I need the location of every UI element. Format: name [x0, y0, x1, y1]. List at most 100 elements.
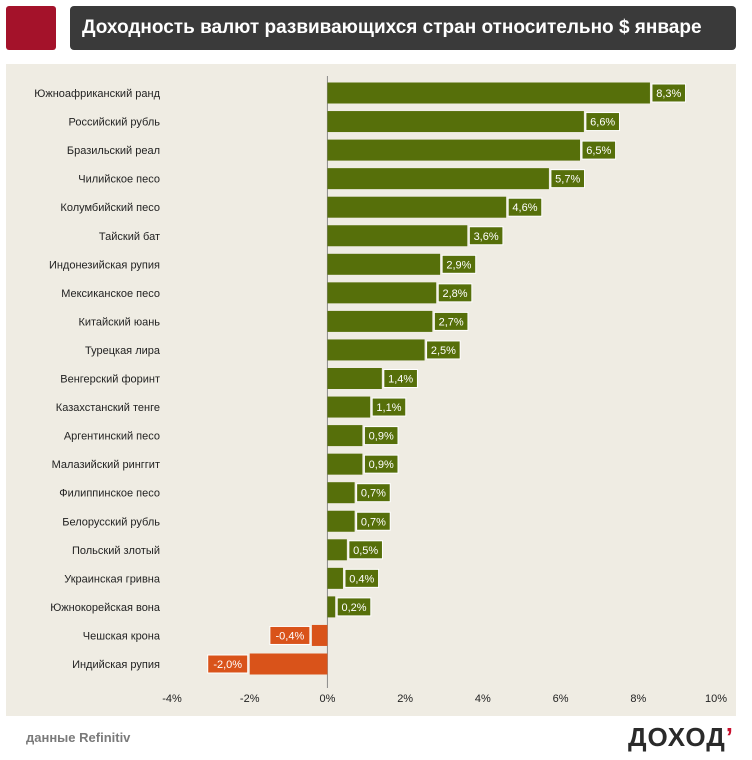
- bar: [327, 396, 371, 418]
- data-label: 2,7%: [439, 316, 464, 328]
- data-label: 6,6%: [590, 117, 615, 129]
- bar: [327, 425, 363, 447]
- x-tick-label: 10%: [705, 693, 727, 705]
- x-tick-label: 0%: [319, 693, 335, 705]
- bar: [327, 567, 343, 589]
- category-label: Чилийское песо: [78, 174, 160, 186]
- x-tick-label: 8%: [630, 693, 646, 705]
- category-label: Российский рубль: [69, 117, 161, 129]
- category-label: Индонезийская рупия: [49, 259, 160, 271]
- category-label: Малазийский ринггит: [52, 459, 160, 471]
- data-label: 1,1%: [376, 402, 401, 414]
- data-label: 2,8%: [442, 288, 467, 300]
- category-label: Польский злотый: [72, 545, 160, 557]
- bar: [327, 168, 549, 190]
- data-label-box: [507, 197, 543, 217]
- category-label: Мексиканское песо: [61, 288, 160, 300]
- bar: [327, 111, 584, 133]
- x-tick-label: 4%: [475, 693, 491, 705]
- category-label: Турецкая лира: [85, 345, 161, 357]
- bar: [311, 624, 328, 646]
- data-label: 1,4%: [388, 374, 413, 386]
- publisher-logo: ДОХОД’: [628, 722, 734, 753]
- data-label: 6,5%: [586, 145, 611, 157]
- data-label: 0,4%: [349, 573, 374, 585]
- bar: [327, 453, 363, 475]
- bar: [327, 310, 433, 332]
- bar: [327, 596, 336, 618]
- data-label: 5,7%: [555, 174, 580, 186]
- category-label: Колумбийский песо: [60, 202, 160, 214]
- bar-chart: Южноафриканский ранд 8,3% Российский рубль…: [34, 76, 727, 705]
- category-label: Чешская крона: [83, 630, 161, 642]
- data-label: -2,0%: [213, 659, 242, 671]
- data-label-box: [651, 83, 687, 103]
- category-label: Филиппинское песо: [59, 488, 160, 500]
- bar: [327, 139, 580, 161]
- category-label: Белорусский рубль: [62, 516, 160, 528]
- data-label-box: [468, 226, 504, 246]
- data-label-box: [441, 254, 477, 274]
- category-label: Казахстанский тенге: [56, 402, 160, 414]
- bar: [327, 253, 441, 275]
- data-label-box: [433, 311, 469, 331]
- data-label: 8,3%: [656, 88, 681, 100]
- data-label: 0,9%: [369, 459, 394, 471]
- category-label: Китайский юань: [78, 316, 160, 328]
- data-label-box: [585, 112, 620, 132]
- data-label-box: [426, 340, 461, 360]
- data-label: 0,9%: [369, 431, 394, 443]
- chart-panel: Южноафриканский ранд 8,3% Российский рубль…: [6, 64, 736, 716]
- data-label: 2,9%: [446, 259, 471, 271]
- data-label-box: [363, 454, 399, 474]
- data-source: данные Refinitiv: [26, 730, 131, 745]
- data-label: 0,7%: [361, 488, 386, 500]
- data-label: 0,7%: [361, 516, 386, 528]
- data-label-box: [356, 483, 391, 503]
- bar: [327, 368, 382, 389]
- category-label: Южноафриканский ранд: [34, 88, 160, 100]
- data-label: 2,5%: [431, 345, 456, 357]
- bar: [327, 225, 468, 247]
- category-label: Аргентинский песо: [64, 431, 160, 443]
- x-tick-label: 6%: [553, 693, 569, 705]
- data-label-box: [356, 511, 391, 531]
- data-label: 3,6%: [474, 231, 499, 243]
- logo-accent: ’: [725, 722, 734, 752]
- x-tick-label: -2%: [240, 693, 260, 705]
- bar: [249, 653, 328, 675]
- bar: [327, 539, 347, 561]
- bar: [327, 510, 355, 532]
- data-label-box: [371, 397, 407, 417]
- logo-text: ДОХОД: [627, 722, 726, 752]
- data-label-box: [437, 283, 473, 303]
- data-label-box: [550, 169, 586, 189]
- category-label: Южнокорейская вона: [50, 602, 161, 614]
- data-label-box: [344, 568, 380, 588]
- category-label: Бразильский реал: [67, 145, 160, 157]
- category-label: Тайский бат: [99, 231, 160, 243]
- data-label: -0,4%: [276, 630, 305, 642]
- category-label: Венгерский форинт: [60, 374, 160, 386]
- bar: [327, 339, 425, 361]
- category-label: Украинская гривна: [64, 573, 161, 585]
- chart-title: Доходность валют развивающихся стран отн…: [82, 17, 702, 38]
- data-label: 0,5%: [353, 545, 378, 557]
- data-label-box: [348, 540, 383, 560]
- bar: [327, 482, 355, 504]
- data-label-box: [269, 625, 311, 645]
- data-label-box: [363, 426, 399, 446]
- data-label: 4,6%: [512, 202, 537, 214]
- x-tick-label: -4%: [162, 693, 182, 705]
- bar: [327, 282, 437, 304]
- bar: [327, 196, 507, 218]
- data-label-box: [207, 654, 249, 674]
- data-label-box: [383, 369, 418, 388]
- bar: [327, 82, 650, 104]
- data-label-box: [581, 140, 617, 160]
- category-label: Индийская рупия: [72, 659, 160, 671]
- x-tick-label: 2%: [397, 693, 413, 705]
- brand-square: [6, 6, 56, 50]
- data-label: 0,2%: [341, 602, 366, 614]
- data-label-box: [336, 597, 372, 617]
